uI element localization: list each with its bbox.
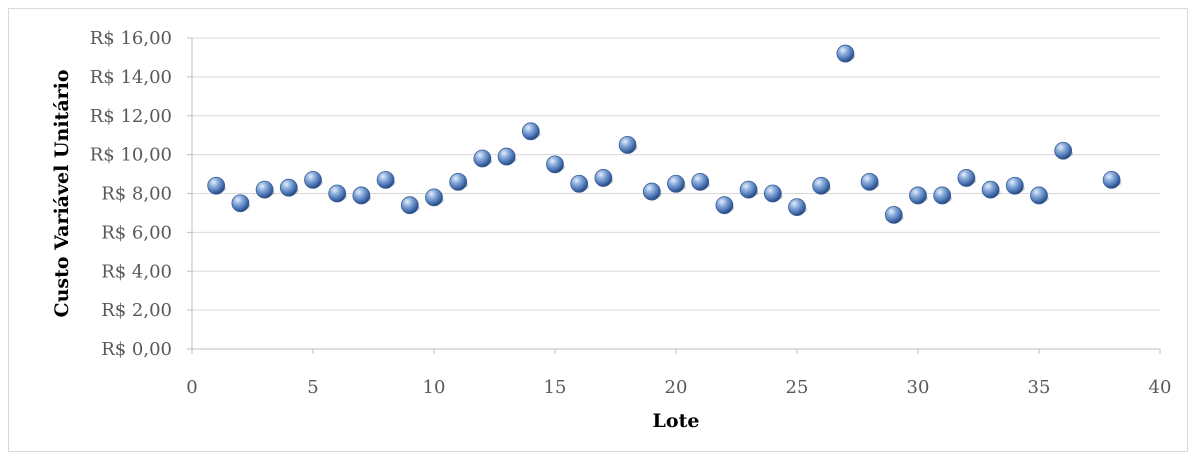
data-point bbox=[957, 169, 976, 187]
data-point bbox=[546, 155, 564, 174]
data-point bbox=[1030, 186, 1048, 205]
data-point bbox=[836, 44, 855, 63]
data-point bbox=[449, 172, 468, 191]
data-point bbox=[255, 180, 274, 199]
data-point bbox=[521, 122, 540, 141]
data-point bbox=[352, 186, 371, 205]
y-tick-label: R$ 12,00 bbox=[90, 106, 172, 127]
x-tick-label: 20 bbox=[665, 377, 688, 398]
data-point bbox=[594, 169, 613, 187]
x-tick-label: 0 bbox=[186, 377, 197, 398]
data-point bbox=[884, 205, 903, 224]
chart-area bbox=[8, 8, 1188, 452]
data-point bbox=[473, 149, 492, 168]
data-point bbox=[376, 170, 395, 189]
data-point bbox=[231, 194, 250, 213]
x-tick-label: 40 bbox=[1149, 377, 1172, 398]
data-points bbox=[207, 44, 1122, 224]
data-point bbox=[618, 136, 637, 154]
y-axis-title: Custo Variável Unitário bbox=[51, 69, 73, 317]
data-point bbox=[570, 174, 589, 193]
x-tick-label: 10 bbox=[423, 377, 446, 398]
y-tick-label: R$ 16,00 bbox=[90, 28, 172, 49]
x-tick-label: 35 bbox=[1028, 377, 1051, 398]
x-tick-label: 5 bbox=[307, 377, 318, 398]
y-tick-label: R$ 0,00 bbox=[101, 339, 172, 360]
axes bbox=[187, 37, 1161, 354]
data-point bbox=[328, 184, 347, 203]
x-tick-label: 25 bbox=[786, 377, 809, 398]
data-point bbox=[715, 196, 734, 215]
data-point bbox=[1054, 141, 1073, 160]
data-point bbox=[304, 170, 322, 189]
data-point bbox=[207, 176, 226, 195]
x-tick-label: 15 bbox=[544, 377, 567, 398]
y-tick-label: R$ 8,00 bbox=[101, 184, 172, 205]
data-point bbox=[425, 188, 443, 207]
y-tick-label: R$ 4,00 bbox=[101, 261, 172, 282]
data-point bbox=[1102, 170, 1121, 189]
data-point bbox=[812, 176, 831, 195]
gridlines bbox=[192, 37, 1160, 311]
y-tick-label: R$ 10,00 bbox=[90, 145, 172, 166]
y-tick-label: R$ 6,00 bbox=[101, 222, 172, 243]
data-point bbox=[860, 172, 879, 191]
y-tick-label: R$ 2,00 bbox=[101, 300, 172, 321]
data-point bbox=[642, 182, 661, 201]
data-point bbox=[691, 172, 710, 191]
tick-labels: R$ 0,00 R$ 2,00 R$ 4,00 R$ 6,00 R$ 8,00 R$ 10… bbox=[90, 28, 1172, 398]
data-point bbox=[497, 147, 516, 166]
data-point bbox=[909, 186, 927, 205]
y-tick-label: R$ 14,00 bbox=[90, 67, 172, 88]
data-point bbox=[279, 178, 298, 197]
x-axis-title: Lote bbox=[653, 410, 700, 432]
data-point bbox=[667, 174, 685, 193]
data-point bbox=[763, 184, 782, 203]
x-tick-label: 30 bbox=[907, 377, 930, 398]
data-point bbox=[981, 180, 1000, 199]
data-point bbox=[933, 186, 952, 205]
data-point bbox=[739, 180, 758, 199]
data-point bbox=[788, 198, 806, 217]
data-point bbox=[1005, 176, 1024, 195]
data-point bbox=[400, 196, 419, 215]
